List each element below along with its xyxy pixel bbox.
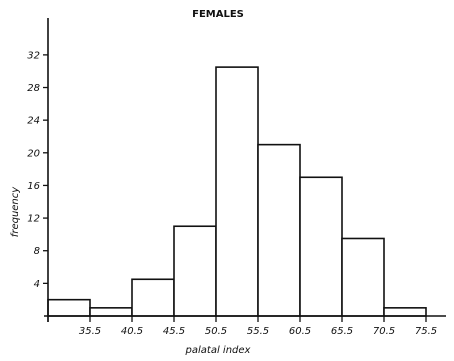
- x-tick-label: 60.5: [289, 326, 311, 337]
- y-tick-label: 24: [27, 116, 40, 127]
- histogram-bar: [341, 237, 385, 317]
- histogram-bar: [299, 176, 343, 317]
- chart-title: FEMALES: [192, 9, 244, 20]
- x-tick-label: 70.5: [373, 326, 395, 337]
- histogram-bar: [173, 225, 217, 317]
- histogram-bar: [383, 307, 427, 317]
- y-tick-label: 28: [27, 83, 40, 94]
- x-tick-label: 40.5: [121, 326, 143, 337]
- histogram-bar: [257, 143, 301, 317]
- x-axis-title: palatal index: [185, 345, 251, 356]
- histogram-bar: [215, 66, 259, 317]
- y-axis-title: frequency: [10, 186, 21, 237]
- y-tick-label: 4: [34, 279, 40, 290]
- axes-group: 4 8 12 16 20 24 28 32 35.5 40.5 45.5 50.5 55.5 60.5 65…: [27, 18, 446, 337]
- y-tick-label: 12: [27, 214, 40, 225]
- x-tick-label: 50.5: [205, 326, 227, 337]
- histogram-bar: [131, 278, 175, 317]
- y-tick-label: 8: [34, 246, 40, 257]
- y-tick-label: 32: [27, 50, 40, 61]
- x-tick-label: 55.5: [247, 326, 269, 337]
- y-tick-label: 20: [27, 148, 40, 159]
- histogram-bar: [89, 307, 133, 317]
- y-tick-label: 16: [27, 181, 40, 192]
- x-tick-label: 75.5: [415, 326, 437, 337]
- histogram-bar: [47, 298, 91, 317]
- x-tick-label: 45.5: [163, 326, 185, 337]
- x-tick-label: 35.5: [79, 326, 101, 337]
- bars-group: [47, 66, 427, 317]
- x-tick-label: 65.5: [331, 326, 353, 337]
